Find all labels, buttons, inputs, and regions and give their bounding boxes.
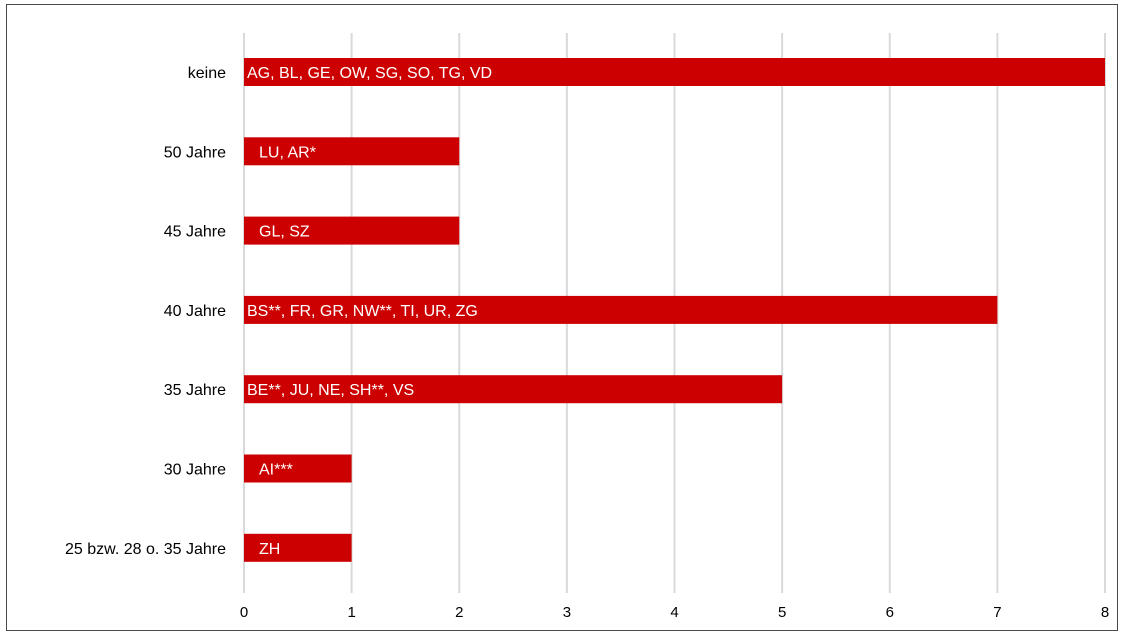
x-tick-label-8: 8 <box>1101 604 1109 621</box>
x-tick-label-4: 4 <box>670 604 678 621</box>
x-tick-label-1: 1 <box>347 604 355 621</box>
bar-label-6: ZH <box>259 541 280 558</box>
bar-3 <box>244 295 998 324</box>
category-label-4: 35 Jahre <box>164 382 226 399</box>
bar-5 <box>244 454 352 483</box>
x-tick-label-7: 7 <box>993 604 1001 621</box>
x-tick-label-6: 6 <box>886 604 894 621</box>
x-tick-label-5: 5 <box>778 604 786 621</box>
category-label-3: 40 Jahre <box>164 303 226 320</box>
bar-4 <box>244 375 783 404</box>
bar-label-1: LU, AR* <box>259 144 316 161</box>
bar-label-3: BS**, FR, GR, NW**, TI, UR, ZG <box>247 303 478 320</box>
bar-label-2: GL, SZ <box>259 224 310 241</box>
bar-1 <box>244 137 460 166</box>
category-labels: keine 50 Jahre 45 Jahre 40 Jahre 35 Jahre 30 … <box>65 65 226 558</box>
x-tick-label-2: 2 <box>455 604 463 621</box>
bar-6 <box>244 533 352 562</box>
category-label-5: 30 Jahre <box>164 462 226 479</box>
bars: AG, BL, GE, OW, SG, SO, TG, VD LU, AR* GL,… <box>244 58 1105 562</box>
category-label-0: keine <box>188 65 226 82</box>
x-tick-label-0: 0 <box>240 604 248 621</box>
x-tick-labels: 0 1 2 3 4 5 6 7 8 <box>240 604 1109 621</box>
x-tick-label-3: 3 <box>563 604 571 621</box>
bar-label-4: BE**, JU, NE, SH**, VS <box>247 382 414 399</box>
bar-label-0: AG, BL, GE, OW, SG, SO, TG, VD <box>247 65 492 82</box>
category-label-2: 45 Jahre <box>164 224 226 241</box>
category-label-1: 50 Jahre <box>164 144 226 161</box>
bar-label-5: AI*** <box>259 462 293 479</box>
bar-0 <box>244 58 1105 86</box>
category-label-6: 25 bzw. 28 o. 35 Jahre <box>65 541 226 558</box>
bar-2 <box>244 216 460 245</box>
